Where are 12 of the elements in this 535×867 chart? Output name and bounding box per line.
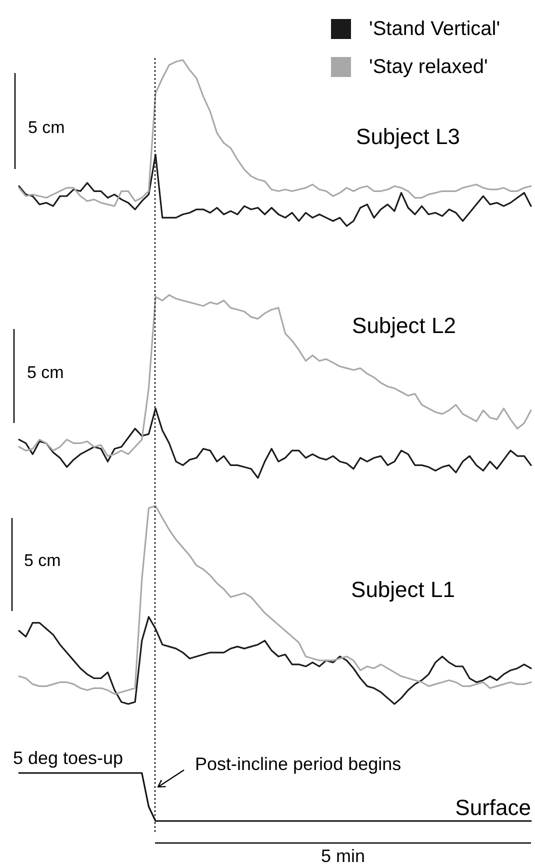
legend-label: 'Stand Vertical' <box>369 18 500 40</box>
annotation: 5 cm <box>27 363 64 382</box>
text: Subject L3 <box>356 124 460 149</box>
text: Subject L2 <box>352 313 456 338</box>
annotation: 5 cm <box>28 118 65 137</box>
text: 5 min <box>320 846 366 866</box>
legend-label: 'Stay relaxed' <box>369 56 488 78</box>
annotation: Post-incline period begins <box>195 754 402 774</box>
series-label: Surface <box>455 795 531 820</box>
text: 5 deg toes-up <box>12 748 124 768</box>
annotation: 5 cm <box>24 551 61 570</box>
text: Subject L1 <box>351 577 455 602</box>
